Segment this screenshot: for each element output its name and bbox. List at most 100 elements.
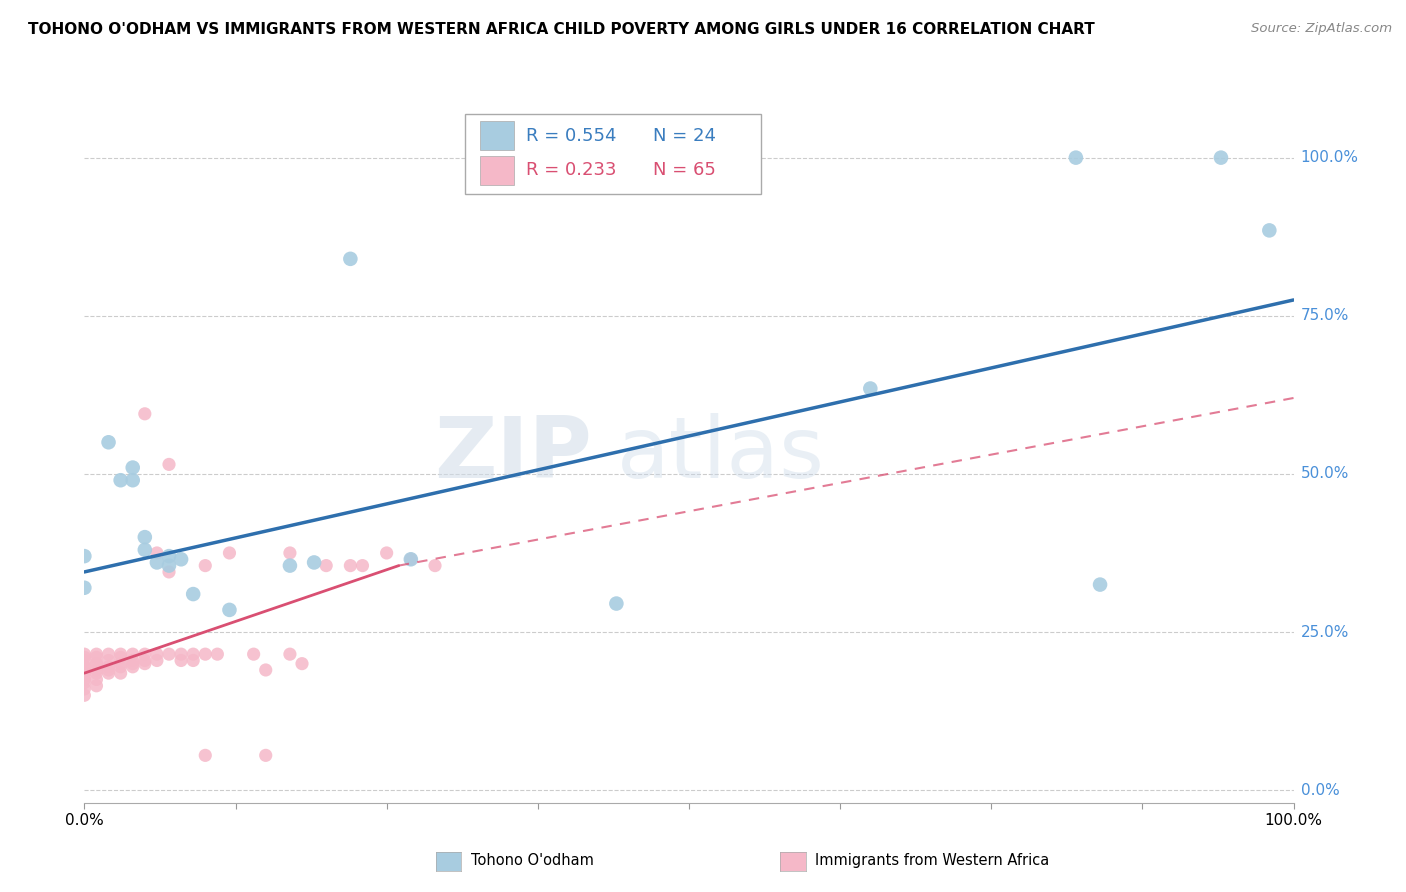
Point bbox=[423, 558, 446, 573]
Point bbox=[73, 549, 96, 563]
Point bbox=[110, 647, 132, 661]
Point bbox=[194, 558, 217, 573]
FancyBboxPatch shape bbox=[465, 114, 762, 194]
Point bbox=[278, 558, 301, 573]
Point bbox=[278, 546, 301, 560]
Point bbox=[399, 552, 422, 566]
Point bbox=[73, 666, 96, 681]
Point bbox=[121, 653, 143, 667]
Point bbox=[146, 546, 169, 560]
Text: N = 65: N = 65 bbox=[652, 161, 716, 179]
Point bbox=[110, 473, 132, 487]
Text: atlas: atlas bbox=[616, 413, 824, 497]
Point bbox=[110, 666, 132, 681]
Point bbox=[86, 657, 108, 671]
Point bbox=[134, 407, 156, 421]
Point bbox=[181, 653, 204, 667]
Text: 100.0%: 100.0% bbox=[1301, 150, 1358, 165]
Text: R = 0.233: R = 0.233 bbox=[526, 161, 616, 179]
Point bbox=[218, 546, 240, 560]
Point bbox=[86, 663, 108, 677]
Text: 0.0%: 0.0% bbox=[1301, 782, 1340, 797]
FancyBboxPatch shape bbox=[479, 121, 513, 150]
Point bbox=[181, 587, 204, 601]
Text: 25.0%: 25.0% bbox=[1301, 624, 1348, 640]
Point bbox=[339, 558, 361, 573]
Point bbox=[110, 660, 132, 674]
Point bbox=[157, 549, 180, 563]
Point bbox=[121, 657, 143, 671]
Point bbox=[73, 673, 96, 687]
Point bbox=[97, 666, 120, 681]
Point bbox=[134, 653, 156, 667]
Point bbox=[121, 460, 143, 475]
Point bbox=[157, 458, 180, 472]
Point bbox=[170, 552, 193, 566]
Point bbox=[157, 558, 180, 573]
Point bbox=[194, 748, 217, 763]
Point bbox=[242, 647, 264, 661]
Point bbox=[1209, 151, 1232, 165]
Point bbox=[73, 681, 96, 696]
Point bbox=[73, 581, 96, 595]
Point bbox=[134, 657, 156, 671]
Point bbox=[97, 435, 120, 450]
Text: N = 24: N = 24 bbox=[652, 127, 716, 145]
Point bbox=[605, 597, 627, 611]
Point bbox=[146, 653, 169, 667]
Point bbox=[73, 653, 96, 667]
Point bbox=[254, 748, 277, 763]
Point bbox=[73, 647, 96, 661]
Text: 75.0%: 75.0% bbox=[1301, 309, 1348, 323]
Point bbox=[97, 660, 120, 674]
Point bbox=[399, 552, 422, 566]
Point bbox=[86, 650, 108, 665]
Point bbox=[97, 653, 120, 667]
Point bbox=[97, 647, 120, 661]
Point bbox=[181, 647, 204, 661]
Point bbox=[73, 650, 96, 665]
Text: R = 0.554: R = 0.554 bbox=[526, 127, 616, 145]
Point bbox=[110, 657, 132, 671]
Point bbox=[157, 565, 180, 579]
Point bbox=[86, 673, 108, 687]
Point bbox=[134, 542, 156, 557]
Point bbox=[218, 603, 240, 617]
Point bbox=[352, 558, 374, 573]
Text: Immigrants from Western Africa: Immigrants from Western Africa bbox=[815, 854, 1050, 868]
Point bbox=[73, 669, 96, 683]
Point bbox=[73, 675, 96, 690]
Point bbox=[146, 556, 169, 570]
Point bbox=[194, 647, 217, 661]
Point bbox=[146, 647, 169, 661]
Point bbox=[339, 252, 361, 266]
Point bbox=[170, 653, 193, 667]
Point bbox=[121, 660, 143, 674]
Point bbox=[110, 650, 132, 665]
Point bbox=[375, 546, 398, 560]
Point bbox=[73, 666, 96, 681]
Point bbox=[86, 666, 108, 681]
Point bbox=[207, 647, 229, 661]
Point bbox=[315, 558, 337, 573]
Point bbox=[278, 647, 301, 661]
Point bbox=[86, 657, 108, 671]
Point bbox=[121, 647, 143, 661]
Point bbox=[73, 688, 96, 702]
Point bbox=[134, 647, 156, 661]
Point bbox=[1258, 223, 1281, 237]
Point bbox=[254, 663, 277, 677]
Point bbox=[291, 657, 314, 671]
Point bbox=[121, 473, 143, 487]
Point bbox=[73, 660, 96, 674]
Point bbox=[86, 679, 108, 693]
Point bbox=[86, 647, 108, 661]
Point bbox=[73, 660, 96, 674]
Point bbox=[302, 556, 325, 570]
Text: ZIP: ZIP bbox=[434, 413, 592, 497]
Point bbox=[1088, 577, 1111, 591]
Text: Tohono O'odham: Tohono O'odham bbox=[471, 854, 593, 868]
Point bbox=[134, 530, 156, 544]
Point bbox=[170, 647, 193, 661]
Text: 50.0%: 50.0% bbox=[1301, 467, 1348, 482]
